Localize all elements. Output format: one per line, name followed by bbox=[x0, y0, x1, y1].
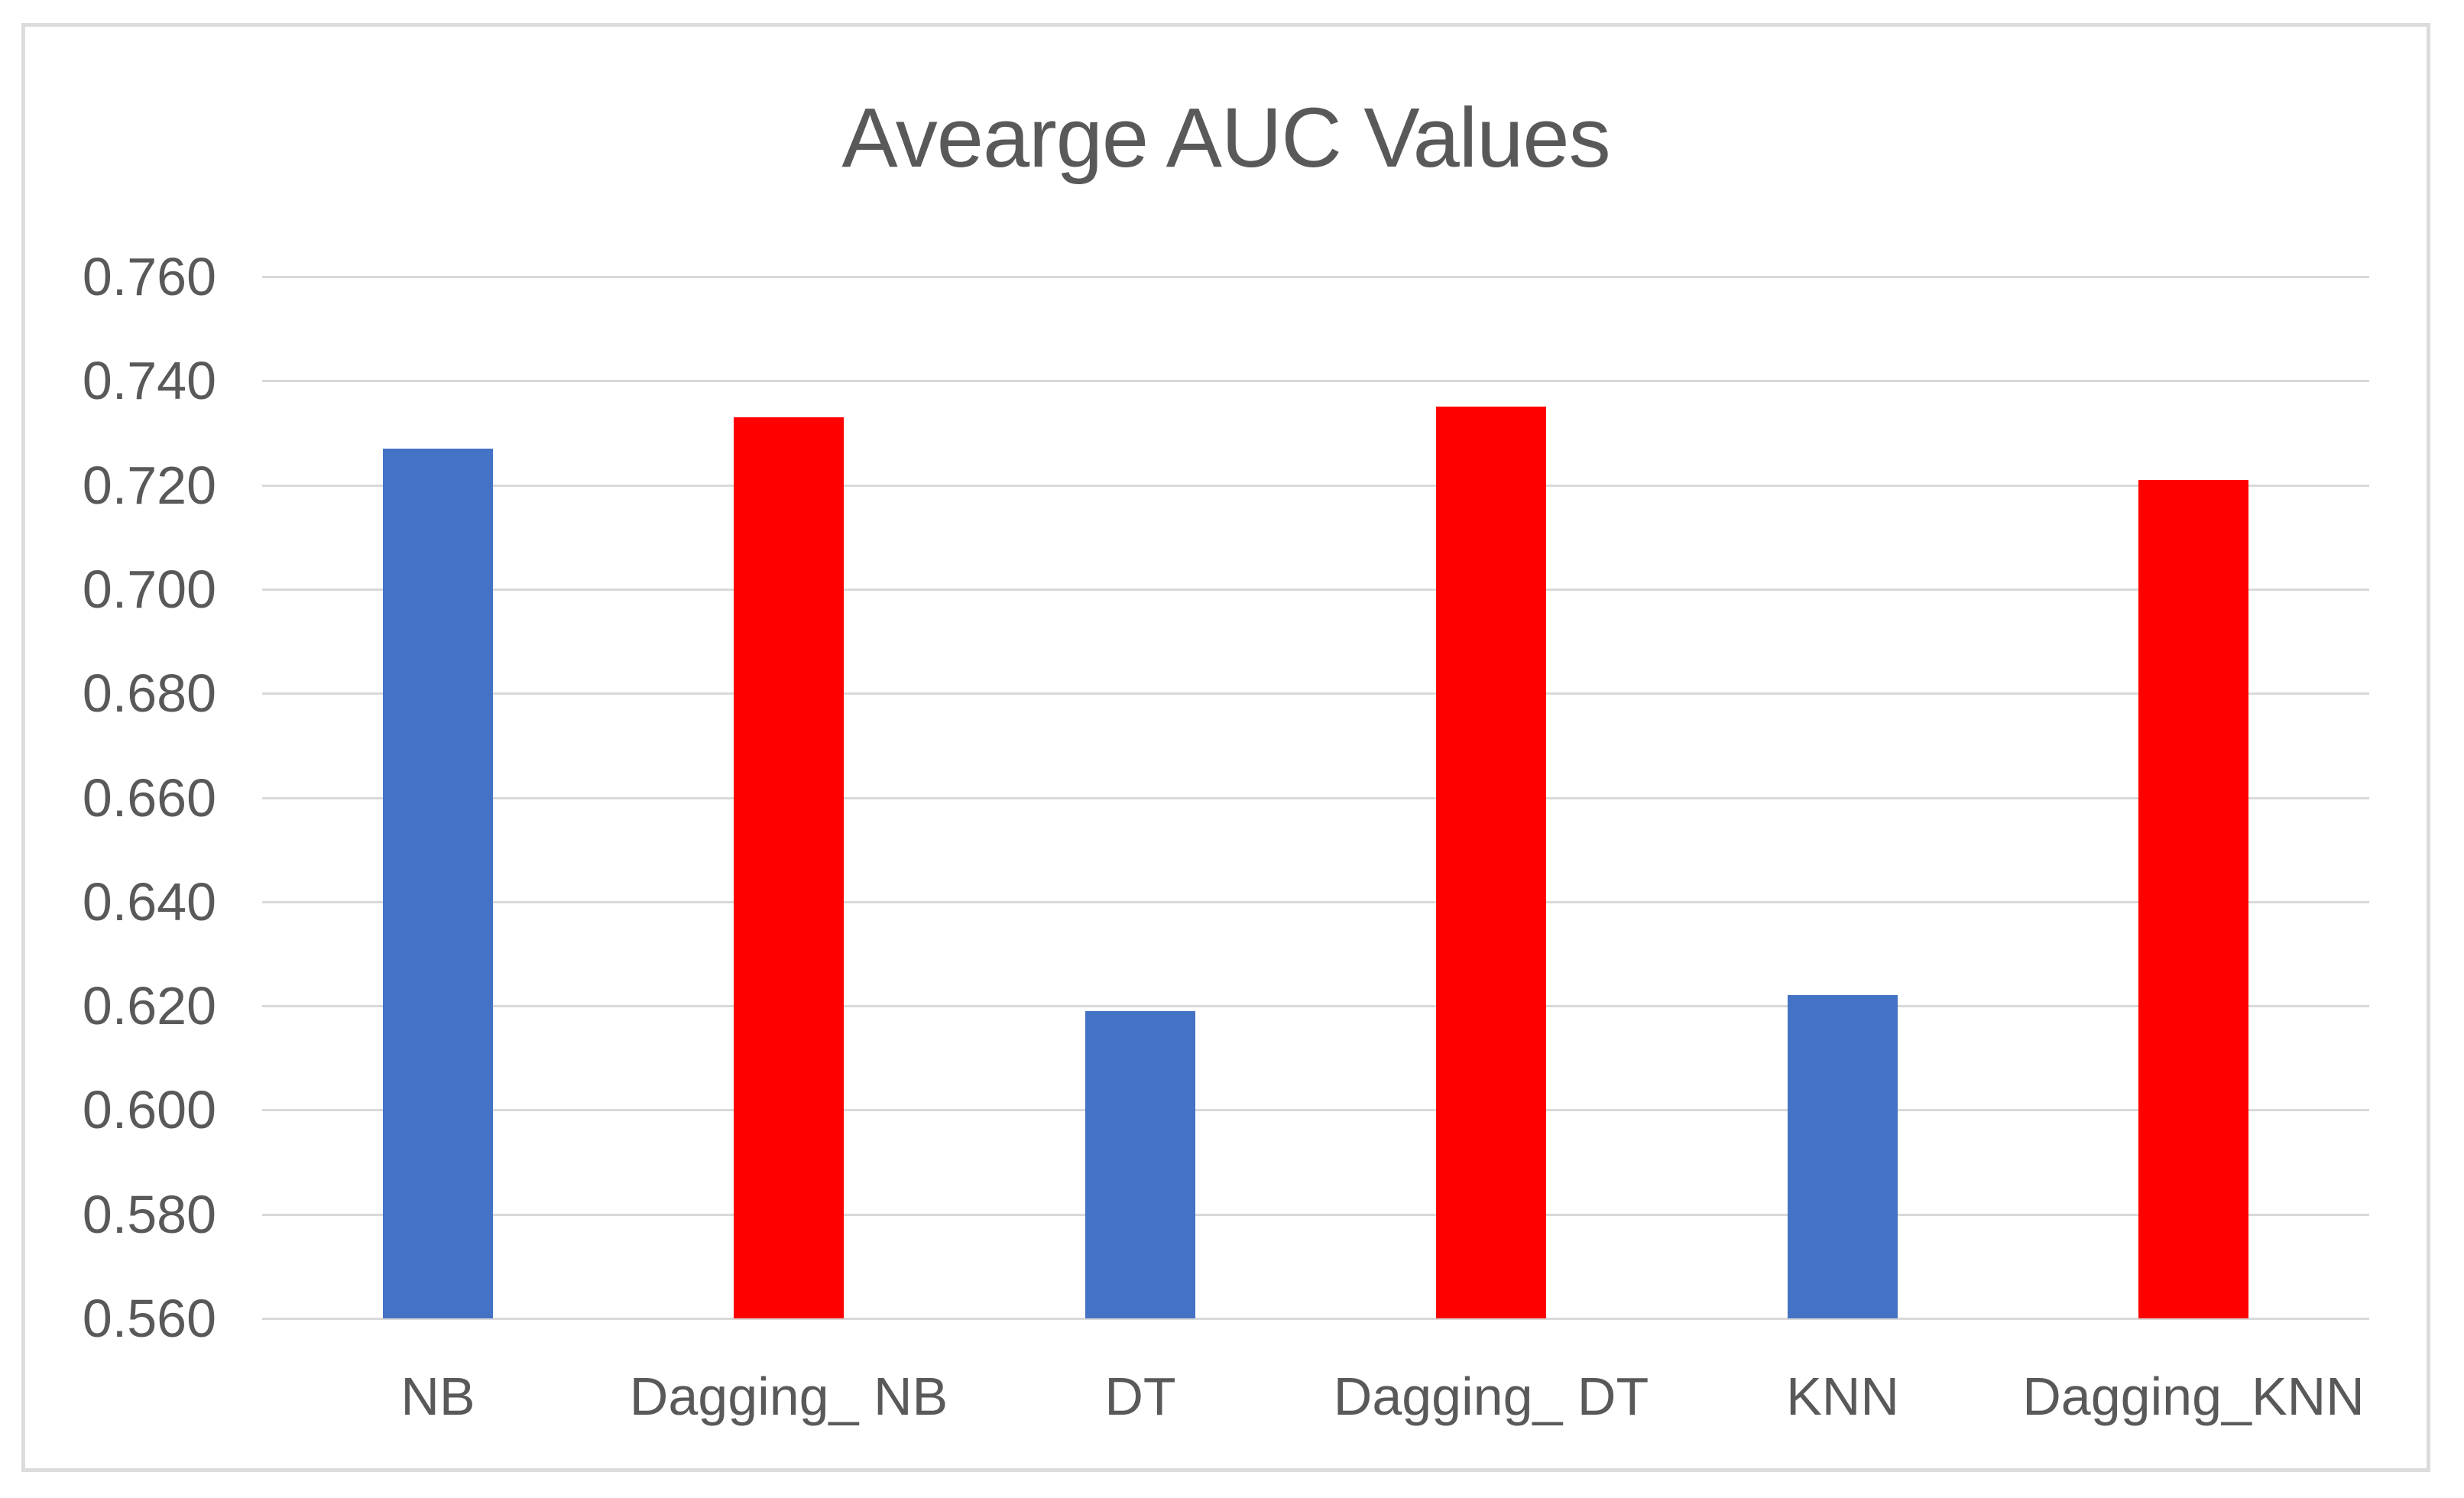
x-tick-label: NB bbox=[400, 1367, 475, 1426]
y-tick-label: 0.580 bbox=[82, 1185, 216, 1244]
gridline bbox=[262, 380, 2369, 382]
x-tick-label: DT bbox=[1104, 1367, 1176, 1426]
chart-title: Avearge AUC Values bbox=[841, 91, 1610, 185]
gridline bbox=[262, 1318, 2369, 1320]
plot-area bbox=[262, 276, 2369, 1320]
x-tick-label: Dagging_KNN bbox=[2022, 1367, 2365, 1426]
gridline bbox=[262, 485, 2369, 487]
y-tick-label: 0.680 bbox=[82, 663, 216, 723]
x-tick-label: Dagging_ DT bbox=[1333, 1367, 1649, 1426]
y-tick-label: 0.640 bbox=[82, 872, 216, 932]
y-tick-label: 0.720 bbox=[82, 456, 216, 515]
gridline bbox=[262, 1109, 2369, 1111]
y-tick-label: 0.620 bbox=[82, 976, 216, 1036]
gridline bbox=[262, 276, 2369, 278]
bar-dagging-dt bbox=[1436, 407, 1546, 1318]
x-tick-label: Dagging_ NB bbox=[629, 1367, 948, 1426]
y-tick-label: 0.700 bbox=[82, 559, 216, 619]
x-tick-label: KNN bbox=[1786, 1367, 1899, 1426]
y-tick-label: 0.600 bbox=[82, 1080, 216, 1140]
y-tick-label: 0.760 bbox=[82, 247, 216, 306]
y-tick-label: 0.660 bbox=[82, 768, 216, 828]
gridline bbox=[262, 692, 2369, 695]
y-tick-label: 0.740 bbox=[82, 351, 216, 410]
gridline bbox=[262, 1214, 2369, 1216]
bar-dagging-nb bbox=[734, 417, 844, 1318]
bar-nb bbox=[383, 449, 493, 1318]
y-tick-label: 0.560 bbox=[82, 1289, 216, 1348]
bar-dagging-knn bbox=[2138, 480, 2248, 1318]
chart-frame: Avearge AUC Values 0.760 0.740 0.720 0.700 0… bbox=[21, 23, 2430, 1472]
gridline bbox=[262, 901, 2369, 903]
gridline bbox=[262, 1005, 2369, 1007]
gridline bbox=[262, 588, 2369, 591]
bar-knn bbox=[1788, 995, 1898, 1318]
bar-dt bbox=[1085, 1011, 1195, 1318]
gridline bbox=[262, 797, 2369, 799]
